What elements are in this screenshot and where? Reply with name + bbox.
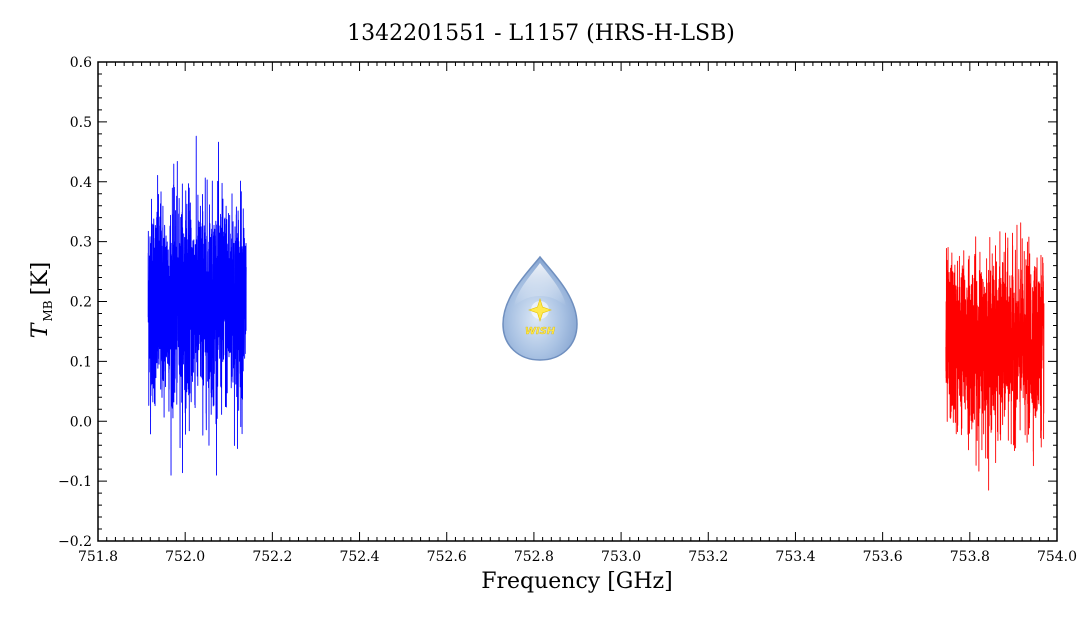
x-tick-label: 753.8	[950, 549, 990, 565]
y-axis-title-subscript: MB	[41, 300, 55, 321]
x-tick-label: 752.6	[427, 549, 467, 565]
series-layer	[147, 135, 1045, 491]
y-tick-label: 0.5	[70, 115, 92, 131]
y-tick-label: 0.4	[70, 175, 92, 191]
spectrum-series-1	[147, 135, 247, 476]
x-tick-label: 752.8	[514, 549, 554, 565]
y-axis-title-symbol: T	[28, 321, 53, 338]
x-tick-label: 751.8	[78, 549, 118, 565]
y-tick-label: −0.1	[58, 474, 92, 490]
y-tick-label: 0.1	[70, 354, 92, 370]
x-tick-label: 754.0	[1037, 549, 1077, 565]
y-axis-title-unit: [K]	[28, 262, 53, 296]
x-axis-title: Frequency [GHz]	[481, 569, 673, 594]
x-tick-label: 752.2	[252, 549, 292, 565]
y-tick-label: 0.0	[70, 414, 92, 430]
y-tick-label: 0.2	[70, 295, 92, 311]
y-tick-label: 0.6	[70, 55, 92, 71]
x-tick-label: 753.2	[688, 549, 728, 565]
x-tick-label: 753.4	[775, 549, 815, 565]
svg-text:TMB[K]: TMB [K]	[28, 262, 55, 338]
x-tick-label: 753.0	[601, 549, 641, 565]
y-tick-label: −0.2	[58, 534, 92, 550]
wish-star-icon	[528, 297, 552, 323]
x-tick-label: 753.6	[863, 549, 903, 565]
y-tick-labels: 0.6 0.5 0.4 0.3 0.2 0.1 0.0 −0.1 −0.2	[58, 55, 92, 550]
x-tick-label: 752.0	[165, 549, 205, 565]
ticks-layer	[97, 61, 1058, 542]
y-axis-title: TMB [K]	[28, 262, 55, 338]
y-tick-label: 0.3	[70, 235, 92, 251]
wish-drop-shine-icon	[514, 263, 566, 306]
chart-title: 1342201551 - L1157 (HRS-H-LSB)	[347, 21, 735, 46]
x-tick-label: 752.4	[339, 549, 379, 565]
x-tick-labels: 751.8 752.0 752.2 752.4 752.6 752.8 753.0 753.2…	[78, 549, 1077, 565]
wish-logo-text: WISH	[525, 326, 556, 337]
axis-ticks	[97, 61, 1058, 542]
spectrum-series-2	[945, 222, 1045, 491]
wish-logo: WISH	[502, 255, 578, 361]
